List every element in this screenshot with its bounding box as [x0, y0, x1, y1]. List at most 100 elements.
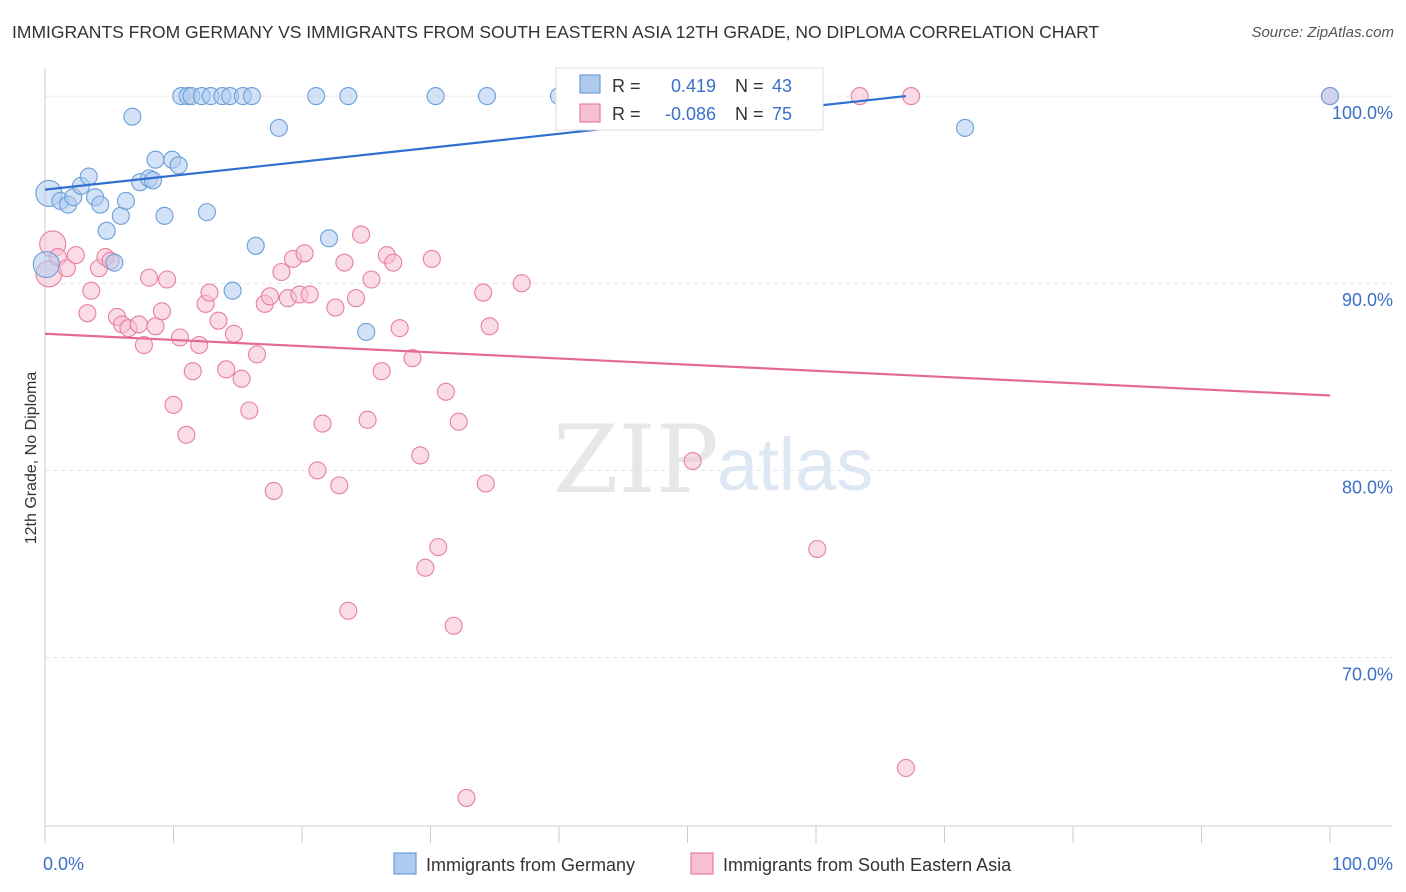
germany-point [426, 87, 445, 106]
germany-point [223, 281, 242, 300]
south-eastern-asia-point [224, 324, 243, 343]
south-eastern-asia-point [362, 270, 381, 289]
south-eastern-asia-point [308, 461, 327, 480]
legend-n-value-germany: 43 [772, 76, 792, 96]
south-eastern-asia-point [295, 244, 314, 263]
south-eastern-asia-point [422, 249, 441, 268]
germany-point [97, 221, 116, 240]
south-eastern-asia-point [449, 412, 468, 431]
south-eastern-asia-point [326, 298, 345, 317]
south-eastern-asia-point [152, 302, 171, 321]
x-tick-label-max: 100.0% [1332, 854, 1393, 874]
series-germany-points [32, 87, 1340, 341]
y-tick-label: 70.0% [1342, 665, 1393, 685]
y-tick-label: 100.0% [1332, 103, 1393, 123]
y-tick-label: 90.0% [1342, 290, 1393, 310]
south-eastern-asia-point [240, 401, 259, 420]
germany-point [307, 87, 326, 106]
germany-point [155, 206, 174, 225]
south-eastern-asia-point [300, 285, 319, 304]
y-tick-label: 80.0% [1342, 477, 1393, 497]
correlation-legend: R = 0.419 N = 43 R = -0.086 N = 75 [555, 67, 824, 131]
south-eastern-asia-point [384, 253, 403, 272]
germany-point [123, 107, 142, 126]
south-eastern-asia-point [457, 788, 476, 807]
south-eastern-asia-point [82, 281, 101, 300]
legend-n-value-south-eastern-asia: 75 [772, 104, 792, 124]
south-eastern-asia-point [129, 315, 148, 334]
south-eastern-asia-point [66, 246, 85, 265]
south-eastern-asia-point [170, 328, 189, 347]
south-eastern-asia-point [200, 283, 219, 302]
south-eastern-asia-point [260, 287, 279, 306]
bottom-legend: Immigrants from Germany Immigrants from … [393, 852, 1012, 875]
south-eastern-asia-point [330, 476, 349, 495]
germany-point [146, 150, 165, 169]
south-eastern-asia-point [209, 311, 228, 330]
south-eastern-asia-point [436, 382, 455, 401]
legend-swatch-south-eastern-asia [579, 103, 601, 123]
south-eastern-asia-point [177, 425, 196, 444]
south-eastern-asia-point [444, 616, 463, 635]
south-eastern-asia-point [476, 474, 495, 493]
bottom-legend-label-germany: Immigrants from Germany [426, 855, 635, 875]
germany-point [1320, 87, 1340, 106]
legend-n-label-germany: N = [735, 76, 764, 96]
legend-r-value-south-eastern-asia: -0.086 [665, 104, 716, 124]
south-eastern-asia-point [217, 360, 236, 379]
germany-point [111, 206, 130, 225]
south-eastern-asia-point [134, 335, 153, 355]
germany-point [357, 322, 376, 341]
south-eastern-asia-point [247, 345, 267, 364]
south-eastern-asia-point [474, 283, 493, 302]
watermark-atlas: atlas [717, 423, 873, 506]
germany-point [143, 171, 162, 190]
south-eastern-asia-point [358, 410, 377, 429]
germany-point [32, 250, 60, 279]
legend-n-label-south-eastern-asia: N = [735, 104, 764, 124]
south-eastern-asia-point [78, 304, 97, 323]
south-eastern-asia-point [352, 225, 371, 244]
south-eastern-asia-point [416, 558, 435, 577]
bottom-legend-label-south-eastern-asia: Immigrants from South Eastern Asia [723, 855, 1012, 875]
trend-line-south-eastern-asia [44, 332, 1331, 397]
trend-lines [44, 94, 1331, 397]
south-eastern-asia-point [272, 262, 291, 282]
south-eastern-asia-point [429, 538, 448, 557]
south-eastern-asia-point [146, 317, 165, 336]
south-eastern-asia-point [411, 446, 430, 465]
germany-point [477, 87, 497, 106]
y-axis-title: 12th Grade, No Diploma [23, 372, 40, 545]
x-tick-label-min: 0.0% [43, 854, 84, 874]
south-eastern-asia-point [403, 349, 422, 368]
chart-title: IMMIGRANTS FROM GERMANY VS IMMIGRANTS FR… [12, 22, 1100, 42]
legend-swatch-germany [579, 74, 601, 94]
south-eastern-asia-point [480, 317, 499, 336]
south-eastern-asia-point [346, 289, 366, 308]
germany-point [105, 253, 124, 272]
axes [44, 68, 1392, 843]
bottom-legend-swatch-south-eastern-asia [690, 852, 714, 875]
south-eastern-asia-point [232, 369, 251, 388]
legend-r-value-germany: 0.419 [671, 76, 716, 96]
germany-point [169, 156, 188, 175]
south-eastern-asia-point [183, 362, 202, 381]
south-eastern-asia-point [372, 362, 391, 381]
south-eastern-asia-point [140, 268, 159, 287]
germany-point [956, 118, 975, 137]
south-eastern-asia-point [190, 335, 209, 355]
south-eastern-asia-point [313, 414, 332, 433]
south-eastern-asia-point [339, 601, 358, 620]
chart-source: Source: ZipAtlas.com [1251, 24, 1394, 41]
south-eastern-asia-point [683, 451, 702, 471]
germany-point [319, 229, 339, 248]
south-eastern-asia-point [896, 758, 916, 778]
south-eastern-asia-point [512, 274, 531, 293]
south-eastern-asia-point [808, 539, 827, 559]
legend-r-label-south-eastern-asia: R = [612, 104, 641, 124]
south-eastern-asia-point [264, 481, 283, 501]
tick-labels: 100.0% 90.0% 80.0% 70.0% 0.0% 100.0% [43, 103, 1393, 874]
legend-r-label-germany: R = [612, 76, 641, 96]
south-eastern-asia-point [390, 319, 409, 338]
germany-point [197, 203, 216, 222]
